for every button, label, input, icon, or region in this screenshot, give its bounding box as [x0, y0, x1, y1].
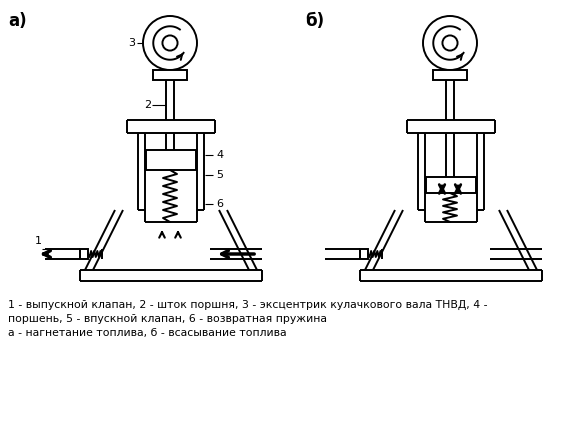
Text: 2: 2 [144, 100, 151, 110]
Text: а - нагнетание топлива, б - всасывание топлива: а - нагнетание топлива, б - всасывание т… [8, 328, 287, 338]
Text: б): б) [305, 12, 324, 30]
Text: поршень, 5 - впускной клапан, 6 - возвратная пружина: поршень, 5 - впускной клапан, 6 - возвра… [8, 314, 327, 324]
Bar [153, 70, 187, 80]
Text: 4: 4 [216, 150, 223, 160]
Text: 3: 3 [128, 38, 135, 48]
Text: а): а) [8, 12, 27, 30]
Bar [360, 249, 368, 259]
Text: 5: 5 [216, 170, 223, 180]
Bar [426, 177, 476, 193]
Bar [433, 70, 467, 80]
Text: 1: 1 [34, 236, 42, 246]
Bar [146, 150, 196, 170]
Text: 6: 6 [216, 199, 223, 209]
Bar [80, 249, 88, 259]
Text: 1 - выпускной клапан, 2 - шток поршня, 3 - эксцентрик кулачкового вала ТНВД, 4 -: 1 - выпускной клапан, 2 - шток поршня, 3… [8, 300, 488, 310]
